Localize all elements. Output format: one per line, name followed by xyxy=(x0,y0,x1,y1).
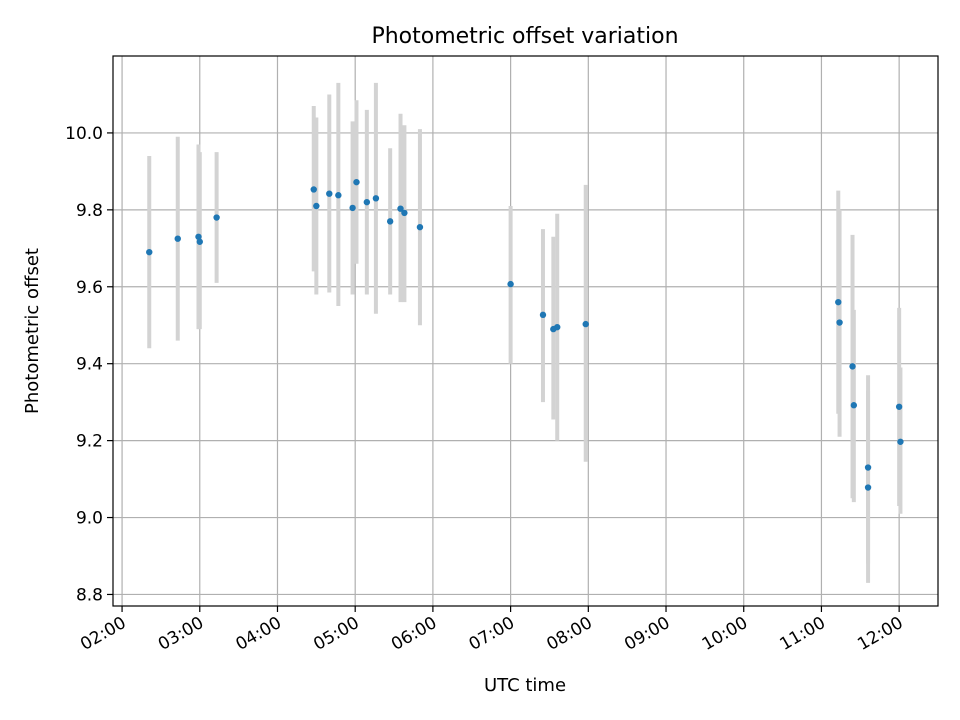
data-point xyxy=(397,205,404,212)
data-point xyxy=(401,209,408,217)
data-point xyxy=(196,238,203,245)
y-tick-label: 8.8 xyxy=(76,585,103,605)
data-point xyxy=(174,235,181,242)
data-point xyxy=(864,464,872,471)
data-point xyxy=(372,195,380,202)
plot-area-frame xyxy=(112,55,939,607)
data-point xyxy=(326,190,333,197)
grid xyxy=(113,56,938,606)
data-point xyxy=(310,186,317,193)
data-point xyxy=(335,192,342,199)
data-point xyxy=(353,178,360,186)
data-point xyxy=(539,311,547,319)
data-point xyxy=(582,320,589,328)
data-point xyxy=(313,202,320,210)
y-tick-label: 9.6 xyxy=(76,278,103,298)
data-point xyxy=(416,223,424,231)
data-point xyxy=(864,484,872,491)
y-tick-label: 9.0 xyxy=(76,509,103,529)
data-point xyxy=(849,363,856,370)
y-axis-label: Photometric offset xyxy=(22,248,43,414)
data-point xyxy=(213,214,220,221)
data-point xyxy=(386,218,394,225)
data-point xyxy=(895,403,903,410)
data-point xyxy=(507,280,514,288)
y-tick-label: 9.4 xyxy=(76,355,103,375)
data-point xyxy=(836,319,843,326)
data-points xyxy=(146,178,904,491)
data-point xyxy=(897,438,904,445)
data-point xyxy=(850,402,858,409)
y-axis-ticks: 8.8 9.0 9.2 9.4 9.6 9.8 10.0 xyxy=(65,124,113,605)
x-axis-label: UTC time xyxy=(484,675,566,696)
data-point xyxy=(349,204,356,212)
data-point xyxy=(146,248,153,256)
data-point xyxy=(363,198,371,206)
y-tick-label: 9.8 xyxy=(76,201,103,221)
y-tick-label: 10.0 xyxy=(65,124,103,144)
data-point xyxy=(554,323,561,331)
y-tick-label: 9.2 xyxy=(76,432,103,452)
chart-title: Photometric offset variation xyxy=(371,24,678,49)
data-point xyxy=(195,233,202,240)
data-point xyxy=(835,298,842,306)
